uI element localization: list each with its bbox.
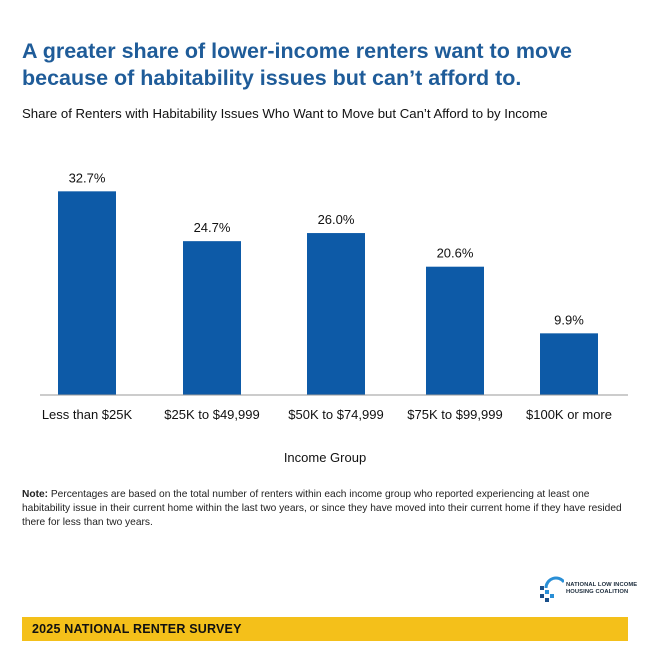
bar — [183, 241, 241, 395]
nlihc-logo-icon — [540, 576, 564, 602]
x-tick-label: $75K to $99,999 — [407, 407, 502, 422]
footnote: Note: Percentages are based on the total… — [22, 488, 622, 530]
nlihc-logo: NATIONAL LOW INCOME HOUSING COALITION — [540, 576, 640, 606]
logo-line-1: NATIONAL LOW INCOME — [566, 582, 638, 588]
headline-line-1: A greater share of lower-income renters … — [22, 39, 572, 63]
chart-subtitle: Share of Renters with Habitability Issue… — [22, 106, 548, 121]
headline: A greater share of lower-income renters … — [22, 38, 622, 92]
logo-line-2: HOUSING COALITION — [566, 589, 629, 595]
logo-text: NATIONAL LOW INCOME HOUSING COALITION — [566, 582, 637, 596]
footer-label: 2025 NATIONAL RENTER SURVEY — [32, 622, 242, 636]
x-tick-label: $100K or more — [526, 407, 612, 422]
note-label: Note: — [22, 489, 49, 500]
x-axis-title: Income Group — [283, 450, 367, 465]
footer-band: 2025 NATIONAL RENTER SURVEY — [22, 617, 628, 641]
bar — [426, 266, 484, 395]
data-label: 9.9% — [554, 312, 584, 327]
bar — [307, 233, 365, 395]
data-label: 26.0% — [318, 212, 355, 227]
data-label: 20.6% — [437, 246, 474, 261]
x-tick-label: Less than $25K — [42, 407, 133, 422]
bar — [540, 333, 598, 395]
x-tick-label: $25K to $49,999 — [164, 407, 259, 422]
data-label: 32.7% — [69, 170, 106, 185]
bar — [58, 191, 116, 395]
bar-chart: 32.7% Less than $25K 24.7% $25K to $49,999 2… — [40, 170, 628, 422]
x-tick-label: $50K to $74,999 — [288, 407, 383, 422]
headline-line-2: because of habitability issues but can’t… — [22, 66, 522, 90]
note-text: Percentages are based on the total numbe… — [22, 489, 622, 528]
data-label: 24.7% — [194, 220, 231, 235]
